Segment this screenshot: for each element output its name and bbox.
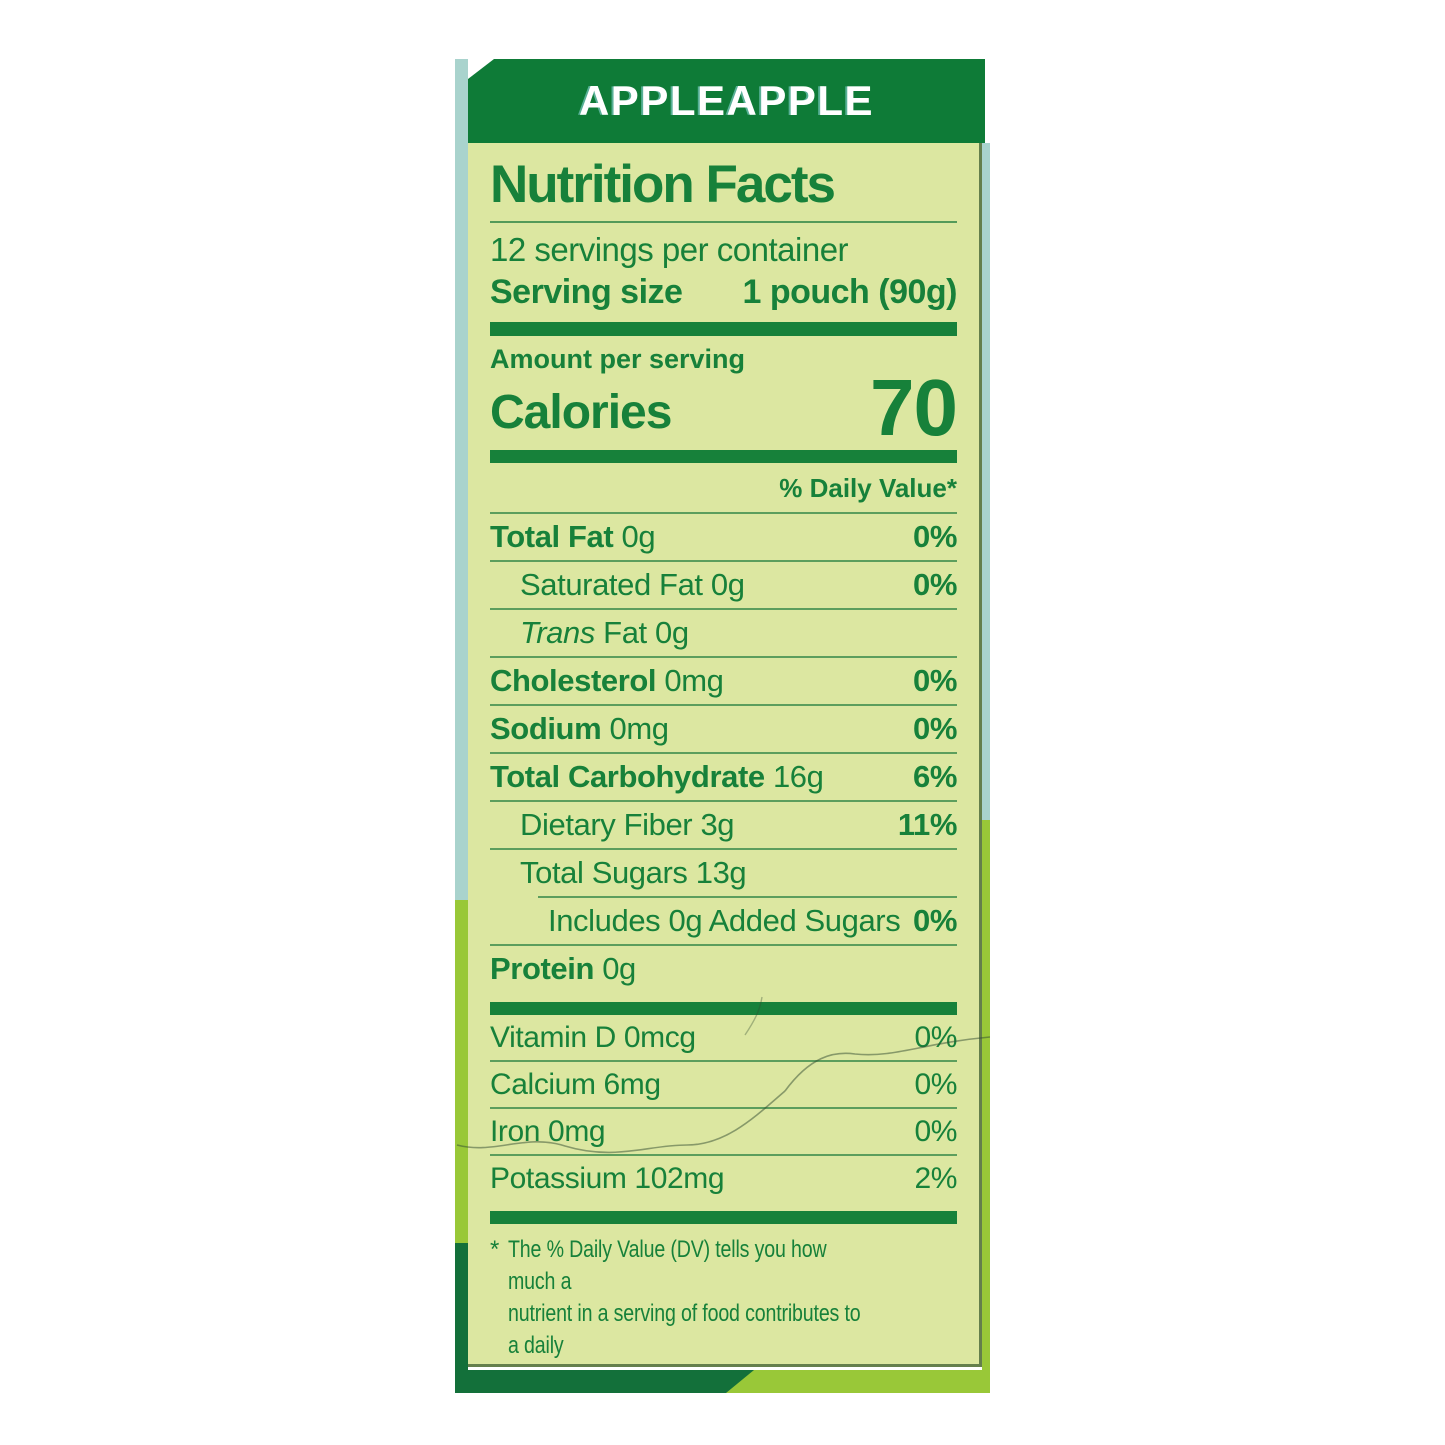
thick-divider [490,321,957,336]
package-left-edge [455,59,468,1393]
nutrient-row-total-fat: Total Fat 0g 0% [490,514,957,560]
vitamin-dv: 0% [914,1114,957,1148]
divider [490,656,957,659]
thick-divider [490,1211,957,1225]
nutrient-row-saturated-fat: Saturated Fat 0g 0% [490,562,957,608]
calories-row: Calories 70 [490,362,958,452]
nutrient-dv: 6% [912,759,957,795]
nutrient-amount: 16g [772,759,824,795]
nutrient-dv: 11% [897,807,958,843]
vitamin-amount: 6mg [603,1067,662,1101]
vitamin-row-potassium: Potassium 102mg 2% [490,1156,957,1201]
divider [490,1154,957,1157]
nutrient-amount: 0mg [664,663,724,699]
divider [490,560,957,563]
nutrient-dv: 0% [912,567,957,603]
nutrient-dv: 0% [912,663,957,699]
vitamin-row-vitamin-d: Vitamin D 0mcg 0% [490,1015,957,1060]
nutrient-row-trans-fat: Trans Fat 0g [490,610,957,656]
vitamin-name: Vitamin D [490,1020,616,1054]
nutrient-name: Includes 0g Added Sugars [548,903,901,939]
divider-indented [538,896,957,899]
nutrient-name: Cholesterol [490,663,657,699]
servings-per-container: 12 servings per container [490,230,849,268]
serving-size-row: Serving size 1 pouch (90g) [490,273,957,312]
flavor-name: APPLEAPPLE [578,77,875,124]
divider [490,944,957,947]
nutrient-row-total-sugars: Total Sugars 13g [490,850,957,896]
left-edge-teal-segment [455,59,468,900]
nutrient-row-cholesterol: Cholesterol 0mg 0% [490,658,957,704]
footnote-text: The % Daily Value (DV) tells you how muc… [508,1236,861,1364]
amount-per-serving: Amount per serving [490,343,746,374]
daily-value-footnote: * The % Daily Value (DV) tells you how m… [490,1234,957,1364]
vitamin-name: Iron [490,1114,541,1148]
footnote-asterisk: * [490,1236,500,1264]
nutrient-amount: 0g [654,615,689,651]
nutrient-name: Total Carbohydrate [490,759,765,795]
nutrient-dv: 0% [912,711,957,747]
package-bottom-band [468,1370,982,1393]
nutrient-name: Total Fat [490,519,614,555]
nutrient-row-dietary-fiber: Dietary Fiber 3g 11% [490,802,957,848]
nutrient-dv: 0% [912,903,957,939]
serving-size-label: Serving size [490,272,683,311]
left-edge-dark-segment [455,1243,468,1393]
nutrient-name: Saturated Fat [520,567,703,603]
left-edge-lime-segment [455,900,468,1243]
vitamin-amount: 0mg [548,1114,606,1148]
nutrient-row-sodium: Sodium 0mg 0% [490,706,957,752]
divider [490,1107,957,1110]
nutrient-amount: 13g [695,855,747,891]
nutrient-name: Sodium [490,711,602,747]
vitamin-row-calcium: Calcium 6mg 0% [490,1062,957,1107]
divider [490,704,957,707]
divider [490,800,957,803]
divider [490,512,957,515]
nutrient-amount: 0g [710,567,745,603]
divider [490,608,957,611]
vitamin-dv: 0% [914,1067,957,1101]
nutrient-row-protein: Protein 0g [490,946,957,992]
thick-divider [490,450,957,464]
pouch-box-panel: APPLEAPPLE Nutrition Facts 12 servings p… [455,55,990,1393]
nutrient-amount: 0g [602,951,636,987]
calories-value: 70 [870,362,958,452]
nutrient-amount: 0g [621,519,656,555]
divider [490,1060,957,1063]
nutrition-facts-label: Nutrition Facts 12 servings per containe… [468,143,982,1367]
daily-value-header: % Daily Value* [779,473,957,504]
flavor-banner: APPLEAPPLE [468,59,985,143]
nutrient-name: Dietary Fiber [520,807,693,843]
calories-label: Calories [490,386,672,440]
nutrient-row-added-sugars: Includes 0g Added Sugars 0% [490,898,957,944]
serving-size-value: 1 pouch (90g) [742,272,957,311]
vitamin-name: Potassium [490,1161,627,1195]
thick-divider [490,1002,957,1016]
nutrient-amount: 3g [700,807,735,843]
divider [490,752,957,755]
vitamin-amount: 102mg [634,1161,725,1195]
nutrient-name-italic: Trans [520,615,595,651]
divider [490,220,957,223]
nutrient-amount: 0mg [609,711,669,747]
right-edge-teal-segment [982,143,990,820]
nutrient-name: Protein [490,951,594,987]
nutrient-name: Fat [603,615,647,651]
vitamin-dv: 2% [914,1161,957,1195]
bottom-band-lime-wedge [726,1370,982,1393]
nutrient-dv: 0% [912,519,957,555]
vitamin-name: Calcium [490,1067,596,1101]
right-edge-lime-segment [982,820,990,1393]
nutrient-row-total-carbohydrate: Total Carbohydrate 16g 6% [490,754,957,800]
vitamin-dv: 0% [914,1020,957,1054]
package-right-edge [982,143,990,1393]
vitamin-amount: 0mcg [623,1020,696,1054]
vitamin-row-iron: Iron 0mg 0% [490,1109,957,1154]
label-title: Nutrition Facts [490,155,836,214]
nutrient-name: Total Sugars [520,855,688,891]
divider [490,848,957,851]
